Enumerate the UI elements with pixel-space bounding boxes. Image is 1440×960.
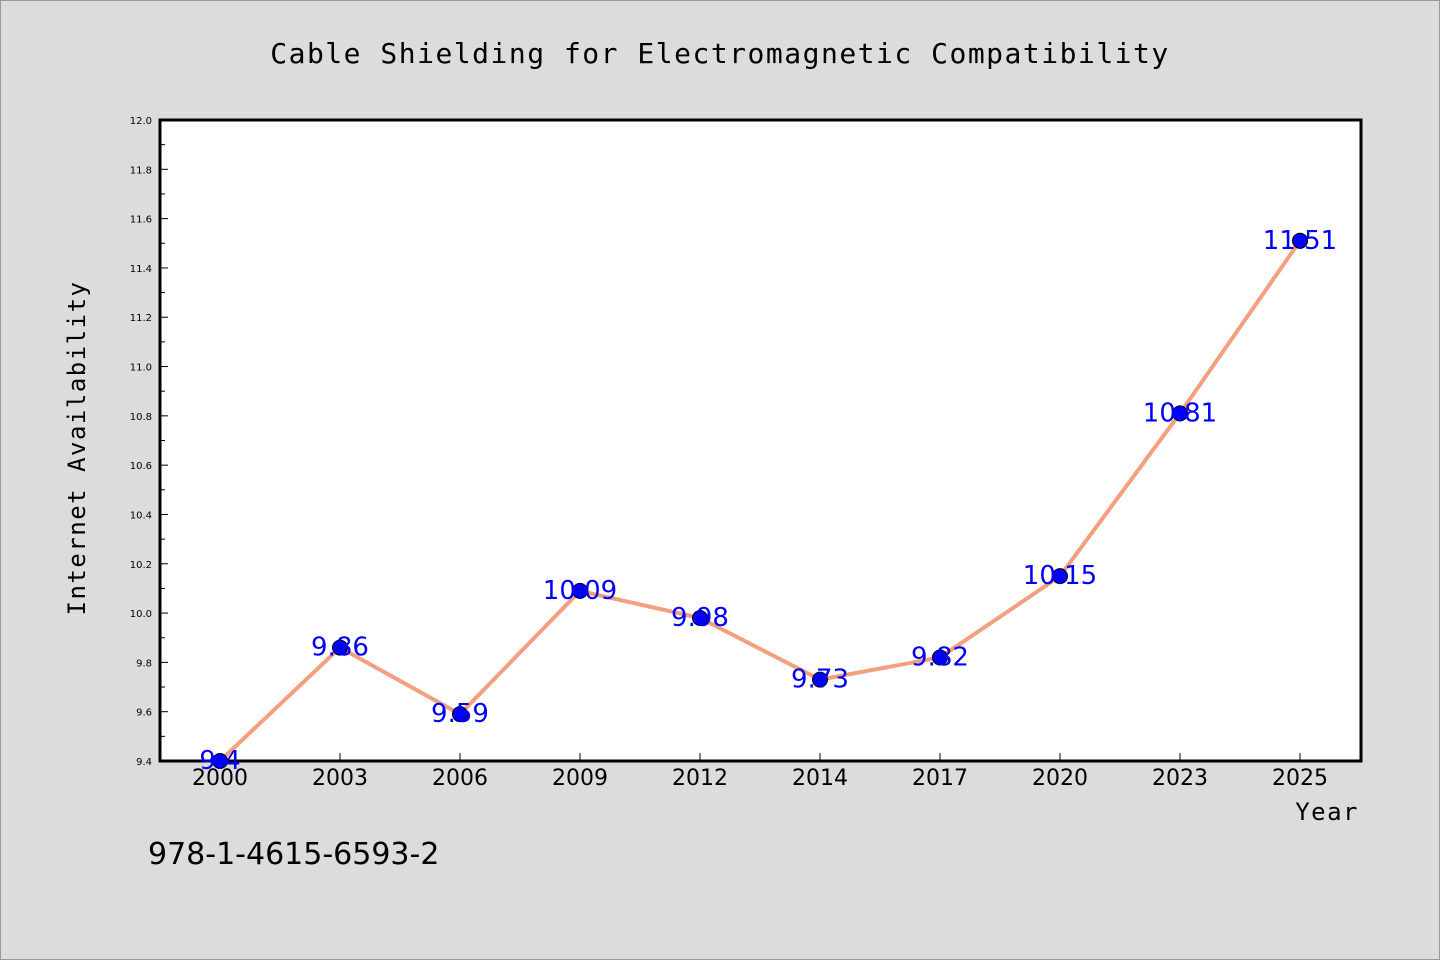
x-tick-label: 2006: [432, 766, 488, 791]
series-polyline: [218, 238, 1302, 763]
data-point: [572, 582, 588, 599]
x-axis-label: Year: [1295, 798, 1359, 826]
y-tick-label: 10.0: [130, 609, 152, 620]
y-tick-label: 10.6: [130, 461, 152, 472]
data-label: 11.51: [1263, 226, 1337, 256]
x-tick-label: 2009: [552, 766, 608, 791]
data-point: [1292, 232, 1308, 249]
y-axis-ticks: 9.4 9.6 9.8 10.0 10.2 10.4 10.6 10.8 11.0 11.2 11.…: [130, 116, 168, 768]
x-tick-label: 2020: [1032, 766, 1088, 791]
y-tick-label: 9.8: [136, 658, 152, 669]
y-tick-label: 10.8: [130, 412, 152, 423]
data-label: 10.81: [1143, 398, 1217, 428]
data-point: [1052, 568, 1068, 585]
y-tick-label: 11.0: [130, 363, 152, 374]
y-tick-label: 12.0: [130, 116, 152, 127]
y-tick-label: 11.6: [130, 215, 152, 226]
y-tick-label: 10.4: [130, 510, 152, 521]
data-point: [812, 671, 828, 688]
data-label: 9.4: [199, 746, 240, 776]
x-tick-label: 2025: [1272, 766, 1328, 791]
data-labels: 9.4 9.86 9.59 10.09 9.98 9.73 9.82 10.15 10.81 11…: [199, 226, 1337, 776]
data-point: [692, 610, 708, 627]
x-tick-label: 2023: [1152, 766, 1208, 791]
chart-title: Cable Shielding for Electromagnetic Comp…: [270, 37, 1170, 70]
y-tick-label: 10.2: [130, 560, 152, 571]
data-label: 9.82: [911, 642, 969, 672]
data-label: 10.09: [543, 576, 617, 606]
series-line: [218, 238, 1302, 763]
x-tick-label: 2014: [792, 766, 848, 791]
y-tick-label: 9.6: [136, 708, 152, 719]
data-point: [212, 753, 228, 769]
data-point: [1172, 405, 1188, 422]
data-label: 9.59: [431, 699, 489, 729]
y-tick-label: 11.2: [130, 313, 152, 324]
x-tick-label: 2000: [192, 766, 248, 791]
x-tick-label: 2017: [912, 766, 968, 791]
x-tick-label: 2003: [312, 766, 368, 791]
plot-area: [160, 120, 1361, 761]
data-label: 10.15: [1023, 561, 1097, 591]
isbn-text: 978-1-4615-6593-2: [148, 837, 439, 872]
data-label: 9.73: [791, 665, 849, 695]
y-axis-label: Internet Availability: [63, 281, 91, 616]
data-point: [452, 706, 468, 723]
y-tick-label: 11.8: [130, 165, 152, 176]
x-tick-label: 2012: [672, 766, 728, 791]
data-label: 9.98: [671, 603, 729, 633]
data-point: [332, 639, 348, 656]
y-tick-label: 11.4: [130, 264, 152, 275]
series-markers: [212, 232, 1308, 769]
y-tick-label: 9.4: [136, 757, 152, 768]
data-label: 9.86: [311, 633, 369, 663]
data-point: [932, 649, 948, 666]
plot-frame: [158, 118, 1363, 763]
x-axis-ticks: 2000 2003 2006 2009 2012 2014 2017 2020 2023 2025: [192, 753, 1328, 791]
